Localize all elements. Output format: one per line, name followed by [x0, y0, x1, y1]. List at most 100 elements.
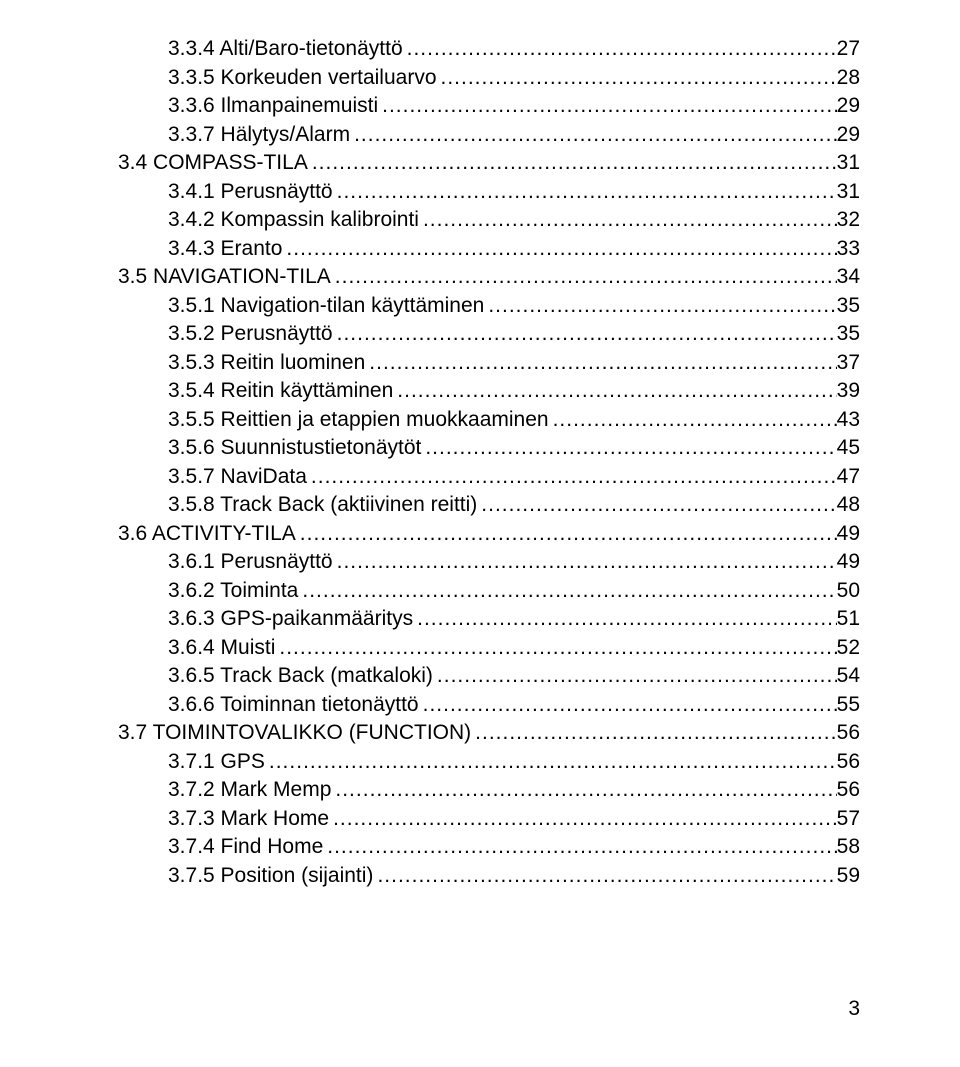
toc-row: 3.6.3 GPS-paikanmääritys 51 — [118, 608, 860, 629]
toc-row: 3.5 NAVIGATION-TILA 34 — [118, 266, 860, 287]
toc-entry-label: 3.6.2 Toiminta — [168, 580, 298, 601]
toc-row: 3.6.2 Toiminta 50 — [118, 580, 860, 601]
toc-row: 3.7 TOIMINTOVALIKKO (FUNCTION) 56 — [118, 722, 860, 743]
toc-entry-label: 3.5.3 Reitin luominen — [168, 352, 365, 373]
toc-row: 3.5.1 Navigation-tilan käyttäminen 35 — [118, 295, 860, 316]
toc-entry-label: 3.7.4 Find Home — [168, 836, 323, 857]
toc-leader-dots — [373, 865, 836, 886]
toc-entry-label: 3.7.2 Mark Memp — [168, 779, 331, 800]
toc-leader-dots — [333, 551, 837, 572]
toc-row: 3.5.7 NaviData 47 — [118, 466, 860, 487]
toc-row: 3.5.3 Reitin luominen 37 — [118, 352, 860, 373]
toc-entry-label: 3.4 COMPASS-TILA — [118, 152, 308, 173]
toc-row: 3.3.7 Hälytys/Alarm 29 — [118, 124, 860, 145]
toc-entry-label: 3.3.5 Korkeuden vertailuarvo — [168, 67, 437, 88]
toc-entry-label: 3.5.2 Perusnäyttö — [168, 323, 333, 344]
toc-entry-page: 54 — [837, 665, 860, 686]
toc-entry-label: 3.5.7 NaviData — [168, 466, 307, 487]
toc-row: 3.4.3 Eranto 33 — [118, 238, 860, 259]
toc-entry-page: 27 — [837, 38, 860, 59]
toc-row: 3.7.3 Mark Home 57 — [118, 808, 860, 829]
toc-row: 3.3.5 Korkeuden vertailuarvo 28 — [118, 67, 860, 88]
toc-leader-dots — [403, 38, 837, 59]
toc-leader-dots — [477, 494, 836, 515]
toc-leader-dots — [298, 580, 836, 601]
toc-entry-label: 3.7.1 GPS — [168, 751, 265, 772]
toc-leader-dots — [378, 95, 837, 116]
toc-entry-page: 31 — [837, 152, 860, 173]
toc-row: 3.5.6 Suunnistustietonäytöt 45 — [118, 437, 860, 458]
toc-row: 3.4.2 Kompassin kalibrointi 32 — [118, 209, 860, 230]
toc-entry-label: 3.6 ACTIVITY-TILA — [118, 523, 296, 544]
toc-entry-page: 56 — [837, 751, 860, 772]
toc-entry-label: 3.5.6 Suunnistustietonäytöt — [168, 437, 421, 458]
toc-entry-page: 51 — [837, 608, 860, 629]
toc-entry-page: 29 — [837, 95, 860, 116]
toc-entry-label: 3.5.4 Reitin käyttäminen — [168, 380, 393, 401]
toc-row: 3.6.1 Perusnäyttö 49 — [118, 551, 860, 572]
toc-row: 3.6 ACTIVITY-TILA 49 — [118, 523, 860, 544]
toc-entry-page: 34 — [837, 266, 860, 287]
toc-row: 3.5.8 Track Back (aktiivinen reitti) 48 — [118, 494, 860, 515]
toc-leader-dots — [333, 323, 837, 344]
toc-entry-page: 35 — [837, 323, 860, 344]
toc-entry-label: 3.7 TOIMINTOVALIKKO (FUNCTION) — [118, 722, 471, 743]
toc-entry-page: 28 — [837, 67, 860, 88]
toc-entry-page: 57 — [837, 808, 860, 829]
toc-entry-label: 3.6.4 Muisti — [168, 637, 275, 658]
toc-leader-dots — [307, 466, 837, 487]
toc-entry-label: 3.5 NAVIGATION-TILA — [118, 266, 331, 287]
toc-entry-label: 3.6.6 Toiminnan tietonäyttö — [168, 694, 419, 715]
toc-leader-dots — [350, 124, 837, 145]
toc-leader-dots — [331, 779, 836, 800]
toc-entry-page: 59 — [837, 865, 860, 886]
toc-entry-page: 58 — [837, 836, 860, 857]
toc-entry-label: 3.5.1 Navigation-tilan käyttäminen — [168, 295, 484, 316]
toc-entry-label: 3.5.8 Track Back (aktiivinen reitti) — [168, 494, 477, 515]
toc-entry-page: 31 — [837, 181, 860, 202]
toc-entry-label: 3.3.7 Hälytys/Alarm — [168, 124, 350, 145]
toc-entry-page: 37 — [837, 352, 860, 373]
toc-entry-page: 50 — [837, 580, 860, 601]
toc-entry-page: 49 — [837, 523, 860, 544]
toc-entry-label: 3.3.6 Ilmanpainemuisti — [168, 95, 378, 116]
toc-leader-dots — [365, 352, 836, 373]
toc-row: 3.7.2 Mark Memp 56 — [118, 779, 860, 800]
toc-leader-dots — [333, 181, 837, 202]
toc-row: 3.6.6 Toiminnan tietonäyttö 55 — [118, 694, 860, 715]
toc-row: 3.3.4 Alti/Baro-tietonäyttö 27 — [118, 38, 860, 59]
toc-entry-page: 35 — [837, 295, 860, 316]
toc-entry-label: 3.4.3 Eranto — [168, 238, 282, 259]
toc-row: 3.4 COMPASS-TILA 31 — [118, 152, 860, 173]
toc-leader-dots — [308, 152, 837, 173]
toc-entry-label: 3.6.5 Track Back (matkaloki) — [168, 665, 433, 686]
toc-entry-page: 48 — [837, 494, 860, 515]
toc-entry-label: 3.3.4 Alti/Baro-tietonäyttö — [168, 38, 403, 59]
toc-row: 3.5.4 Reitin käyttäminen 39 — [118, 380, 860, 401]
toc-entry-label: 3.6.3 GPS-paikanmääritys — [168, 608, 413, 629]
toc-entry-page: 49 — [837, 551, 860, 572]
toc-leader-dots — [484, 295, 836, 316]
toc-entry-page: 33 — [837, 238, 860, 259]
toc-leader-dots — [393, 380, 836, 401]
toc-entry-page: 56 — [837, 779, 860, 800]
toc-leader-dots — [329, 808, 837, 829]
toc-row: 3.5.5 Reittien ja etappien muokkaaminen … — [118, 409, 860, 430]
toc-entry-page: 32 — [837, 209, 860, 230]
toc-leader-dots — [419, 694, 837, 715]
toc-entry-page: 52 — [837, 637, 860, 658]
toc-entry-label: 3.5.5 Reittien ja etappien muokkaaminen — [168, 409, 549, 430]
toc-entry-page: 43 — [837, 409, 860, 430]
toc-leader-dots — [437, 67, 837, 88]
toc-leader-dots — [413, 608, 837, 629]
toc-leader-dots — [296, 523, 837, 544]
page-number: 3 — [848, 997, 860, 1021]
toc-leader-dots — [265, 751, 837, 772]
toc-leader-dots — [282, 238, 836, 259]
toc-entry-label: 3.4.1 Perusnäyttö — [168, 181, 333, 202]
toc-leader-dots — [421, 437, 836, 458]
toc-entry-page: 55 — [837, 694, 860, 715]
toc-leader-dots — [549, 409, 837, 430]
toc-entry-label: 3.6.1 Perusnäyttö — [168, 551, 333, 572]
table-of-contents: 3.3.4 Alti/Baro-tietonäyttö 27 3.3.5 Kork… — [118, 38, 860, 886]
